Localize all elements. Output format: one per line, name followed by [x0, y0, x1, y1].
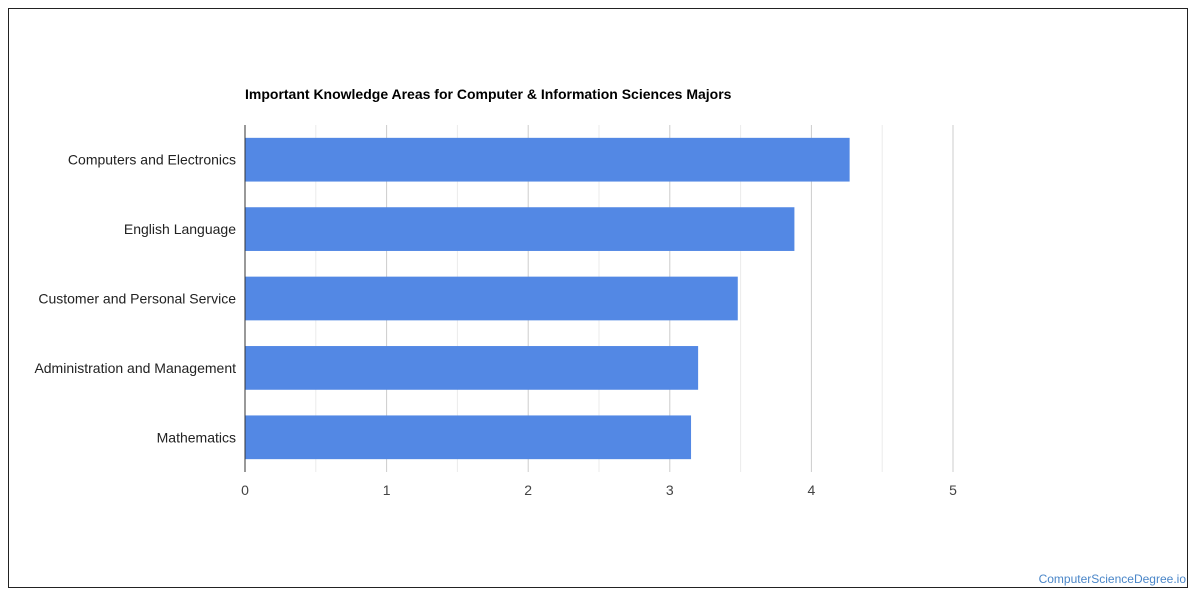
- bar: [245, 276, 738, 321]
- labels: Computers and Electronics English Languag…: [34, 152, 957, 498]
- category-label: Customer and Personal Service: [38, 291, 236, 307]
- x-tick-label: 3: [666, 482, 674, 498]
- bar: [245, 137, 850, 182]
- category-label: Mathematics: [157, 429, 236, 445]
- x-tick-label: 4: [808, 482, 816, 498]
- x-tick-label: 5: [949, 482, 957, 498]
- category-label: Administration and Management: [34, 360, 236, 376]
- x-tick-label: 1: [383, 482, 391, 498]
- watermark-link[interactable]: ComputerScienceDegree.io: [1038, 572, 1186, 586]
- chart-title: Important Knowledge Areas for Computer &…: [245, 86, 732, 102]
- bar: [245, 415, 692, 460]
- bar: [245, 346, 699, 390]
- bar: [245, 207, 795, 251]
- x-tick-label: 2: [524, 482, 532, 498]
- category-label: Computers and Electronics: [68, 152, 236, 168]
- x-tick-label: 0: [241, 482, 249, 498]
- category-label: English Language: [124, 221, 236, 237]
- bars: [245, 137, 850, 460]
